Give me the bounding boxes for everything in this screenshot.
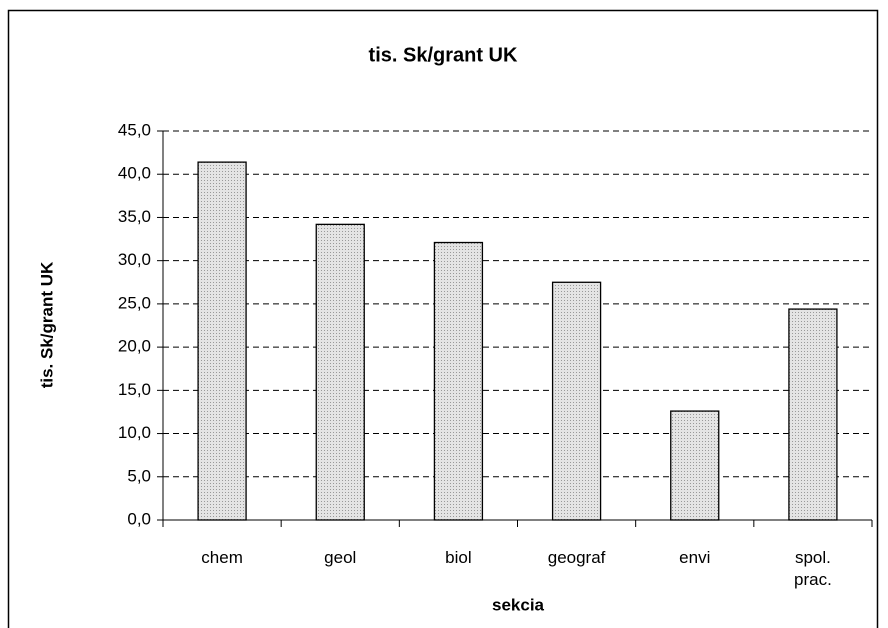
x-tick-label: spol. prac. [794, 548, 832, 589]
chart-border [7, 9, 879, 628]
y-tick-label: 35,0 [118, 207, 151, 226]
y-axis-title: tis. Sk/grant UK [37, 261, 56, 388]
x-tick-label: chem [201, 548, 243, 567]
x-tick-label: geograf [547, 548, 606, 567]
bar [197, 161, 247, 521]
y-tick-label: 25,0 [118, 293, 151, 312]
y-tick-label: 20,0 [118, 337, 151, 356]
bar [788, 308, 838, 521]
x-tick-label: envi [679, 548, 711, 567]
x-axis-title: sekcia [492, 595, 545, 614]
x-tick-label: geol [324, 548, 357, 567]
y-tick-label: 0,0 [127, 509, 151, 528]
bar [433, 241, 484, 521]
x-tick-label: biol [445, 548, 472, 567]
y-tick-label: 5,0 [127, 466, 151, 485]
bar [670, 410, 720, 521]
y-tick-label: 15,0 [118, 380, 151, 399]
y-tick-label: 10,0 [118, 423, 151, 442]
chart-title: tis. Sk/grant UK [369, 44, 518, 66]
bar [551, 281, 602, 521]
y-tick-label: 30,0 [118, 250, 151, 269]
y-tick-label: 45,0 [118, 120, 151, 139]
y-tick-label: 40,0 [118, 164, 151, 183]
bar [315, 223, 365, 521]
